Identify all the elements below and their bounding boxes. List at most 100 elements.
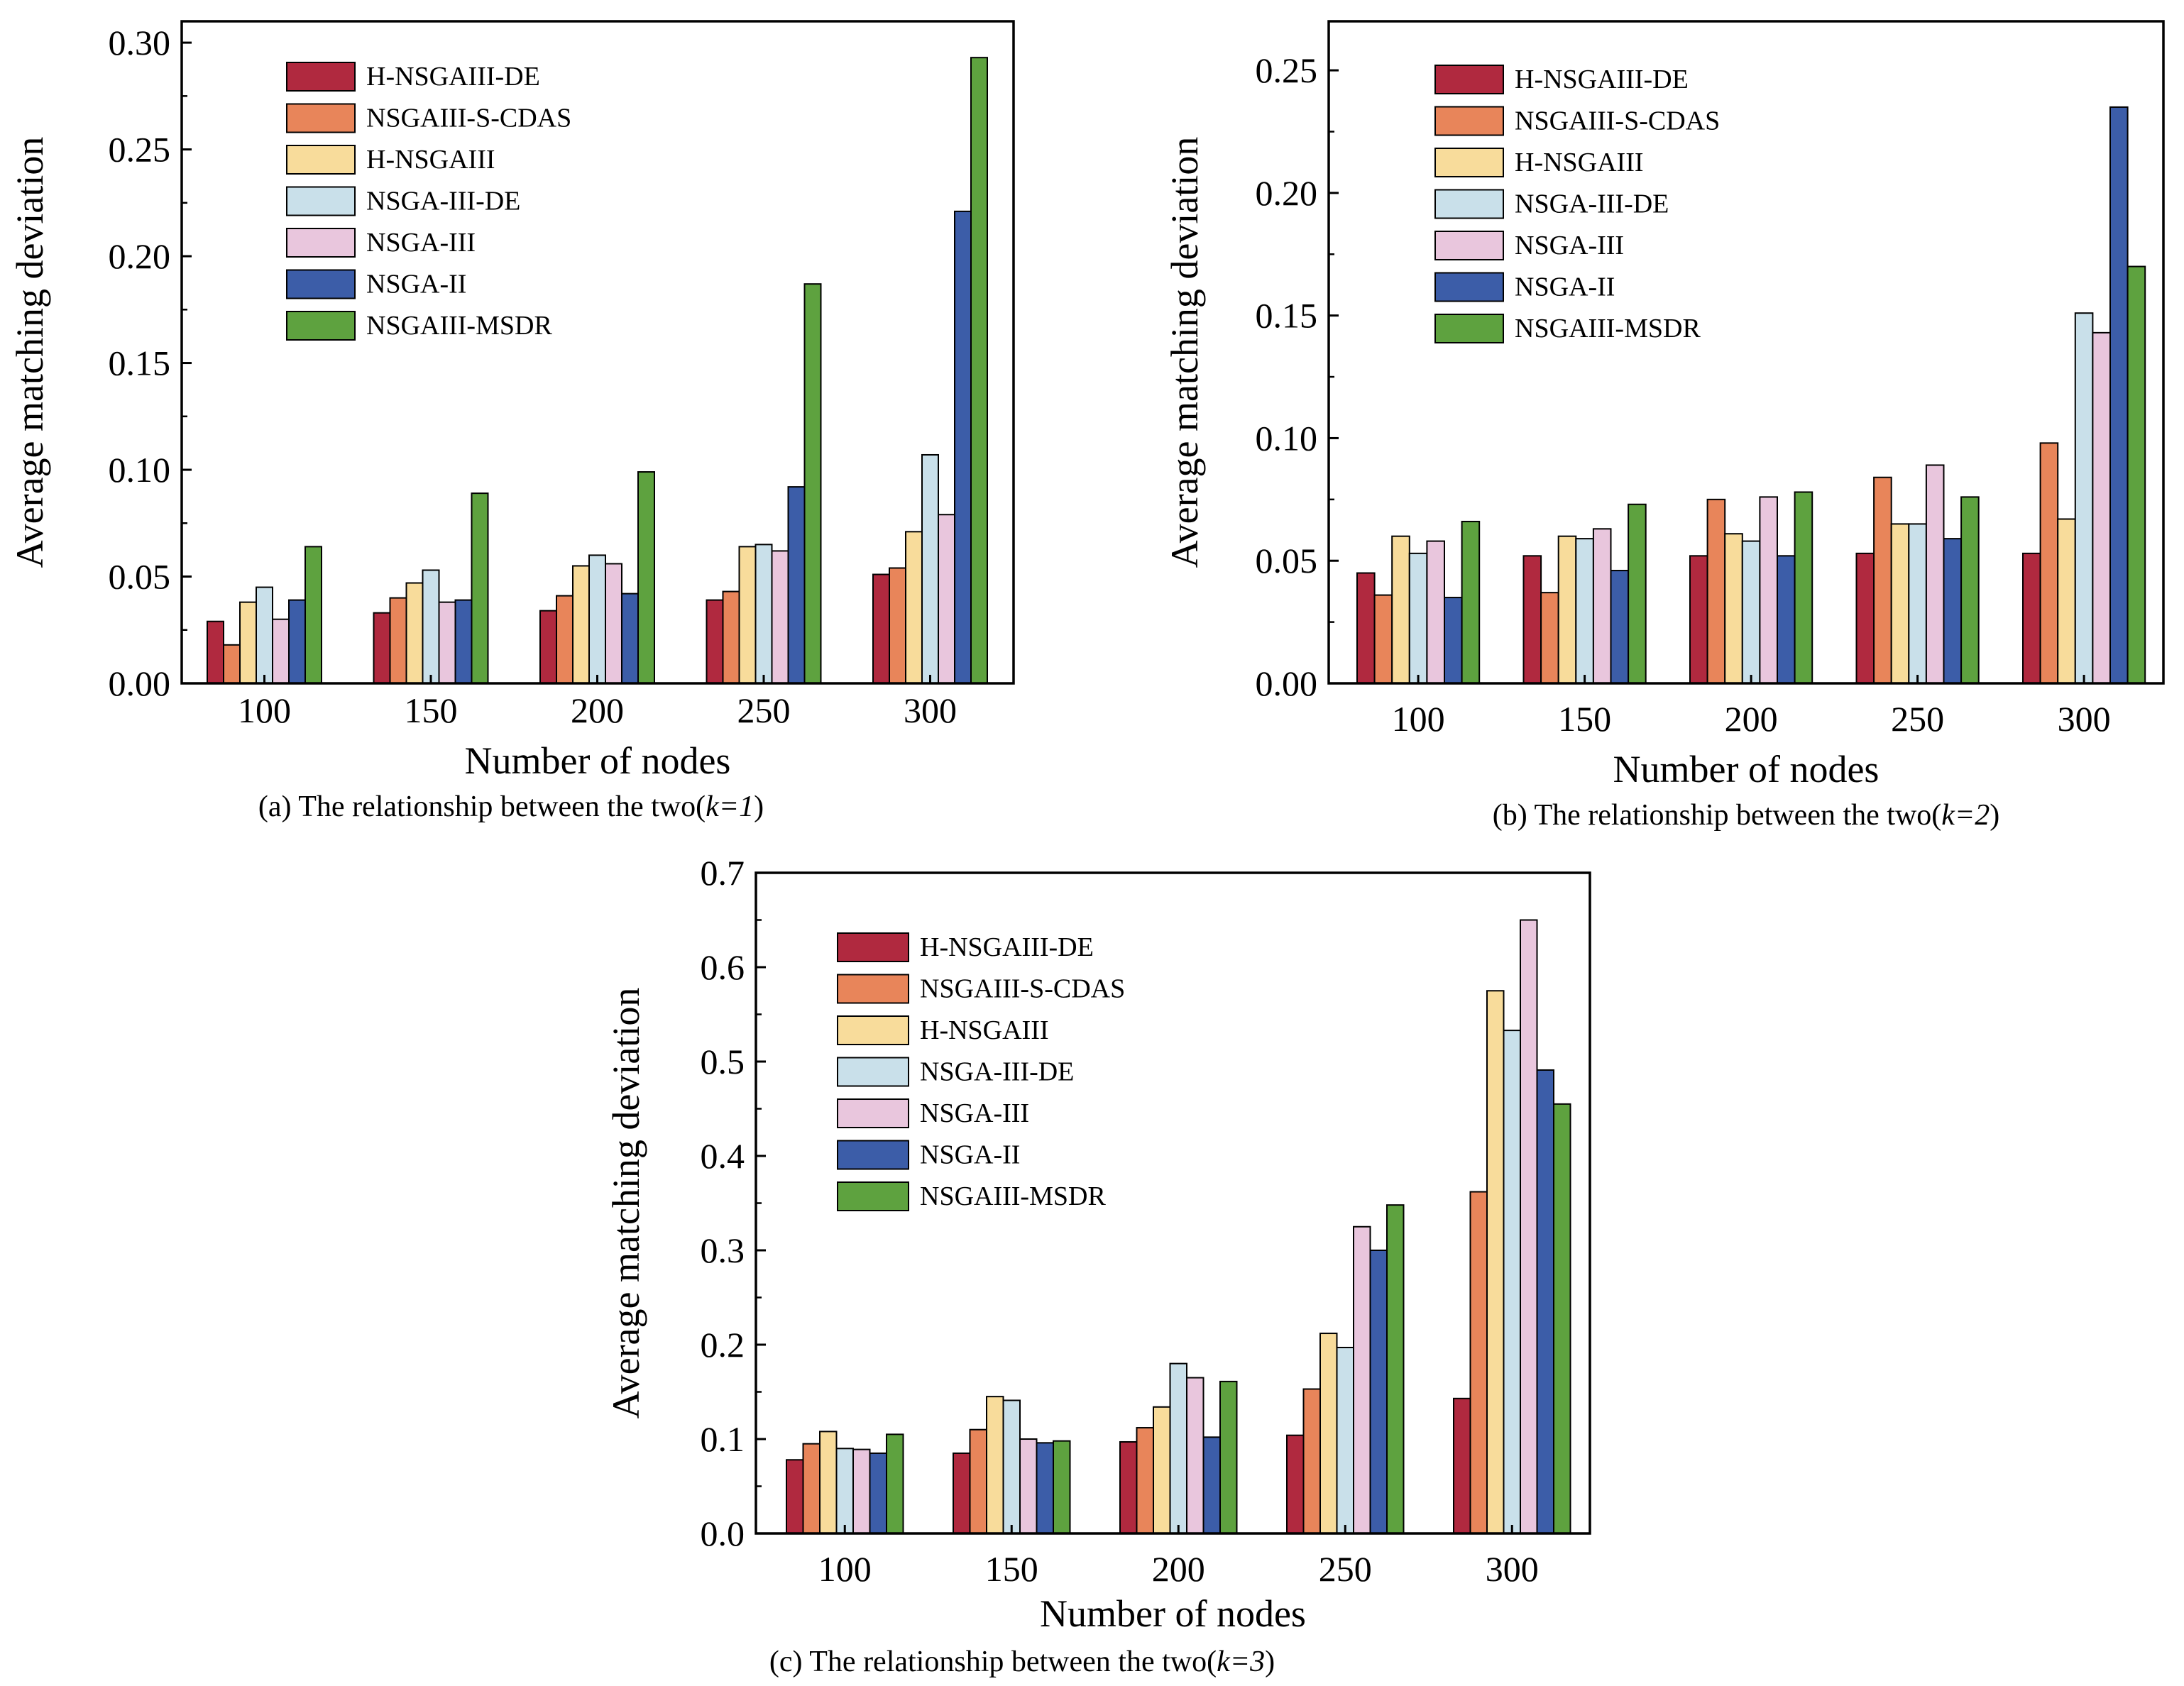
bar-nsga-iii-250 <box>1925 464 1945 684</box>
bar-h-nsgaiii-100 <box>239 601 257 685</box>
bar-nsga-iii-300 <box>938 514 955 684</box>
x-tick-label: 300 <box>904 690 957 730</box>
bar-nsgaiii-s-cdas-100 <box>1373 594 1393 684</box>
legend-swatch <box>837 1015 909 1045</box>
x-tick-label: 100 <box>1392 699 1445 739</box>
bar-nsgaiii-s-cdas-200 <box>1136 1427 1154 1535</box>
x-tick-label: 200 <box>1725 699 1778 739</box>
legend-label: NSGAIII-MSDR <box>366 311 552 341</box>
x-tick-label: 100 <box>238 690 291 730</box>
bar-nsga-iii-200 <box>605 563 622 684</box>
legend-swatch <box>1434 65 1504 94</box>
bar-h-nsgaiii-de-250 <box>706 599 724 684</box>
bar-h-nsgaiii-150 <box>986 1396 1004 1535</box>
legend-label: NSGAIII-S-CDAS <box>366 104 571 133</box>
legend-swatch <box>837 932 909 962</box>
bar-nsga-ii-250 <box>1369 1250 1388 1534</box>
caption: (b) The relationship between the two(k=2… <box>1493 799 2000 832</box>
caption-close: ) <box>1990 799 1999 832</box>
x-axis-title: Number of nodes <box>1613 748 1880 790</box>
bar-nsga-iii-250 <box>1353 1225 1371 1534</box>
x-tick-label: 150 <box>405 690 458 730</box>
bar-nsga-ii-150 <box>454 599 473 684</box>
x-tick-label: 250 <box>1891 699 1944 739</box>
legend-swatch <box>837 1181 909 1211</box>
x-axis-title: Number of nodes <box>1040 1592 1306 1635</box>
bar-nsga-ii-200 <box>621 593 639 685</box>
bar-nsgaiii-s-cdas-300 <box>2039 442 2059 684</box>
bar-nsga-iii-de-300 <box>1503 1030 1521 1534</box>
legend-swatch <box>1434 272 1504 302</box>
bar-nsga-iii-200 <box>1759 496 1778 685</box>
bar-nsgaiii-s-cdas-300 <box>889 567 906 684</box>
bar-h-nsgaiii-150 <box>1557 535 1577 685</box>
chart-c: 0.0 0.1 0.2 0.3 0.4 0.5 0.6 0.7 100 150 200 250 300 H… <box>605 853 1591 1678</box>
x-tick-label: 300 <box>1486 1549 1539 1589</box>
y-tick-label: 0.1 <box>701 1419 745 1459</box>
bar-nsgaiii-msdr-300 <box>1553 1103 1571 1534</box>
x-tick-label: 300 <box>2058 699 2111 739</box>
y-tick-label: 0.10 <box>109 450 171 490</box>
caption-close: ) <box>1265 1646 1275 1678</box>
bar-nsga-iii-300 <box>1520 919 1538 1534</box>
bar-nsga-ii-200 <box>1202 1436 1221 1534</box>
y-tick-label: 0.4 <box>701 1136 745 1176</box>
bar-nsga-iii-300 <box>2092 331 2111 684</box>
bar-h-nsgaiii-de-150 <box>1522 555 1542 684</box>
bar-nsgaiii-msdr-300 <box>2127 265 2146 684</box>
legend-label: H-NSGAIII <box>1515 148 1644 177</box>
bar-nsga-iii-100 <box>852 1448 871 1535</box>
bar-nsga-iii-de-300 <box>921 453 939 685</box>
legend-label: H-NSGAIII-DE <box>1515 65 1689 94</box>
bar-nsga-ii-300 <box>2109 106 2129 684</box>
bar-nsga-ii-150 <box>1610 570 1630 684</box>
legend-swatch <box>286 269 356 299</box>
legend-swatch <box>837 974 909 1004</box>
bar-nsga-ii-100 <box>1444 597 1463 684</box>
bar-nsga-ii-100 <box>869 1452 887 1534</box>
bar-h-nsgaiii-100 <box>1391 535 1410 685</box>
bar-nsga-ii-200 <box>1777 555 1796 684</box>
caption-text: (a) The relationship between the two( <box>258 790 706 823</box>
legend-label: NSGA-II <box>920 1140 1020 1170</box>
bar-nsga-iii-de-150 <box>1575 538 1594 684</box>
bar-nsga-ii-150 <box>1036 1442 1054 1534</box>
bar-h-nsgaiii-100 <box>819 1431 838 1534</box>
caption-k: k=3 <box>1217 1646 1265 1678</box>
legend-label: NSGAIII-S-CDAS <box>1515 106 1720 136</box>
y-tick-label: 0.00 <box>1256 663 1318 703</box>
bar-nsgaiii-msdr-100 <box>1461 520 1481 685</box>
legend-swatch <box>1434 231 1504 260</box>
legend-swatch <box>286 228 356 258</box>
legend-label: NSGAIII-S-CDAS <box>920 974 1125 1004</box>
bar-nsga-ii-300 <box>1536 1069 1554 1534</box>
bar-h-nsgaiii-150 <box>405 582 424 684</box>
bar-nsgaiii-msdr-150 <box>1628 503 1647 684</box>
y-tick-label: 0.2 <box>701 1325 745 1365</box>
y-tick-label: 0.0 <box>701 1514 745 1553</box>
y-tick-label: 0.10 <box>1256 418 1318 458</box>
bar-nsga-iii-de-200 <box>588 554 606 685</box>
bar-nsga-iii-de-250 <box>1908 523 1927 685</box>
caption: (c) The relationship between the two(k=3… <box>769 1646 1275 1678</box>
legend-label: NSGA-III <box>366 228 476 258</box>
bar-nsgaiii-s-cdas-250 <box>1302 1388 1321 1535</box>
bar-h-nsgaiii-250 <box>738 546 757 684</box>
x-tick-label: 200 <box>571 690 624 730</box>
bar-h-nsgaiii-200 <box>1153 1406 1171 1535</box>
bar-nsga-iii-de-200 <box>1169 1362 1187 1534</box>
bar-nsgaiii-s-cdas-150 <box>1540 592 1559 685</box>
y-tick-label: 0.00 <box>109 663 171 703</box>
y-tick-label: 0.6 <box>701 947 745 987</box>
bar-nsgaiii-msdr-200 <box>1794 491 1813 684</box>
y-tick-label: 0.15 <box>109 343 171 383</box>
y-tick-label: 0.05 <box>1256 541 1318 580</box>
legend-label: H-NSGAIII <box>366 145 495 175</box>
caption-text: (b) The relationship between the two( <box>1493 799 1942 832</box>
bar-h-nsgaiii-200 <box>1724 533 1743 685</box>
bar-nsga-iii-de-200 <box>1741 540 1761 684</box>
bar-h-nsgaiii-250 <box>1319 1333 1338 1535</box>
bar-nsgaiii-s-cdas-300 <box>1469 1191 1488 1535</box>
legend-swatch <box>1434 314 1504 343</box>
legend-label: NSGA-III-DE <box>920 1057 1074 1087</box>
